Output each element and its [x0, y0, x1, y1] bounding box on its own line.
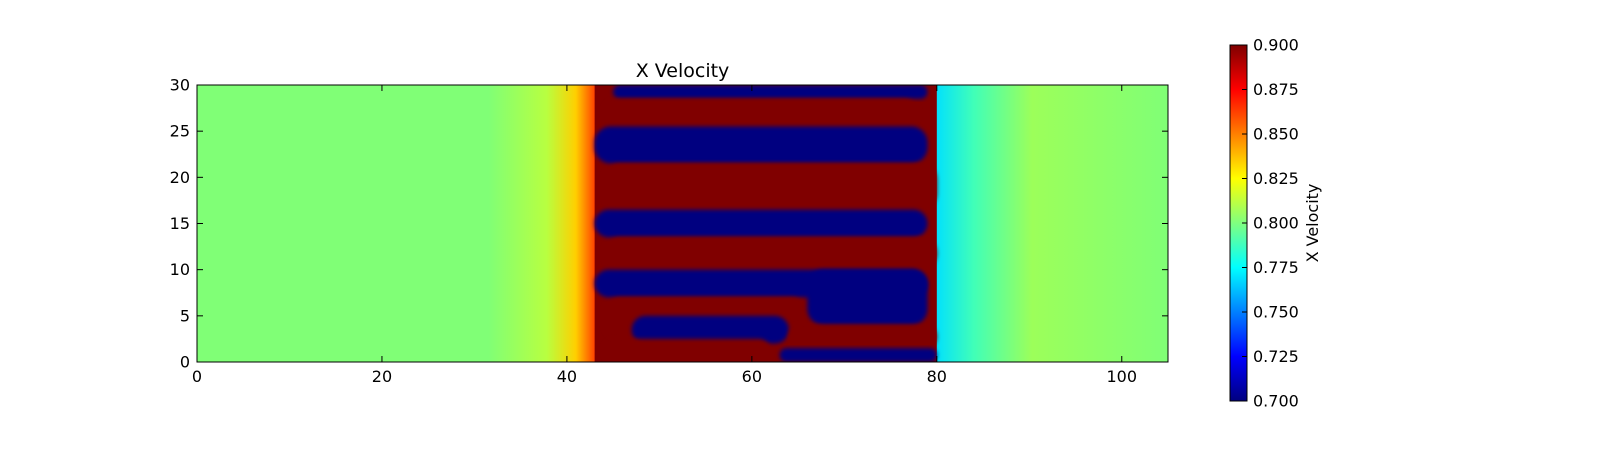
colorbar-tick-label: 0.750 [1253, 303, 1299, 322]
x-tick-label: 20 [372, 367, 392, 386]
y-tick-label: 5 [180, 306, 190, 325]
colorbar-tick-label: 0.825 [1253, 169, 1299, 188]
y-axis: 0 5 10 15 20 25 30 [170, 76, 1168, 372]
colorbar-tick-label: 0.700 [1253, 392, 1299, 411]
heatmap-regions [594, 85, 937, 362]
colorbar-tick-label: 0.775 [1253, 258, 1299, 277]
heatmap-region [603, 98, 919, 127]
y-tick-label: 10 [170, 260, 190, 279]
heatmap-region [603, 163, 937, 210]
y-tick-label: 25 [170, 122, 190, 141]
y-tick-label: 30 [170, 76, 190, 95]
heatmap-region [594, 126, 928, 164]
x-tick-label: 60 [742, 367, 762, 386]
colorbar-ticks: 0.700 0.725 0.750 0.775 0.800 0.825 0.850 0.875… [1242, 36, 1299, 411]
x-tick-label: 40 [557, 367, 577, 386]
colorbar-label: X Velocity [1303, 184, 1322, 263]
y-tick-label: 0 [180, 353, 190, 372]
chart-title: X Velocity [636, 60, 730, 82]
x-tick-label: 80 [927, 367, 947, 386]
heatmap-region [613, 85, 928, 99]
heatmap-region [807, 269, 928, 326]
x-tick-label: 0 [192, 367, 202, 386]
colorbar-tick-label: 0.900 [1253, 36, 1299, 55]
heatmap-region [631, 315, 789, 344]
heatmap-region [603, 338, 771, 362]
heatmap-region [594, 209, 928, 238]
colorbar-tick-label: 0.850 [1253, 125, 1299, 144]
x-tick-label: 100 [1106, 367, 1137, 386]
x-axis: 0 20 40 60 80 100 [192, 85, 1137, 386]
colorbar-tick-label: 0.725 [1253, 347, 1299, 366]
heatmap-plot-area [196, 84, 1169, 363]
heatmap-region [779, 348, 937, 362]
colorbar: 0.700 0.725 0.750 0.775 0.800 0.825 0.850 0.875… [1229, 36, 1322, 411]
heatmap-region [788, 325, 937, 349]
y-tick-label: 20 [170, 168, 190, 187]
heatmap-region [603, 237, 937, 270]
colorbar-tick-label: 0.800 [1253, 214, 1299, 233]
y-tick-label: 15 [170, 214, 190, 233]
colorbar-tick-label: 0.875 [1253, 80, 1299, 99]
